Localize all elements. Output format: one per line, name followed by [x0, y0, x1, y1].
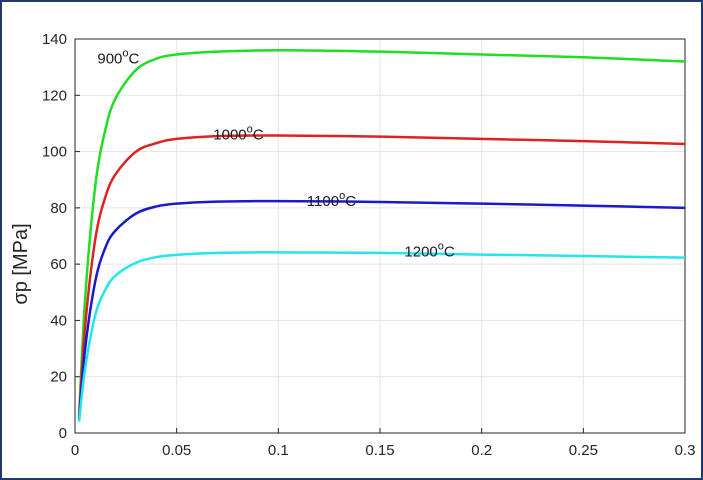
grid-lines — [74, 38, 686, 434]
y-axis-ticks: 0 20 40 60 80 100 120 140 — [42, 31, 80, 442]
series-label-1200: 1200oC — [404, 240, 455, 260]
x-tick-label: 0.3 — [675, 442, 696, 459]
series-line-900 — [77, 49, 686, 417]
series-line-1200 — [77, 251, 686, 422]
series-label-degree: o — [122, 48, 128, 60]
y-tick-label: 40 — [50, 312, 67, 329]
series-label-1100: 1100oC — [307, 190, 356, 210]
series-label-unit: C — [444, 243, 455, 260]
x-tick-label: 0.2 — [471, 442, 492, 459]
x-tick-label: 0 — [71, 442, 79, 459]
series-label-degree: o — [438, 240, 444, 252]
y-tick-label: 140 — [42, 31, 67, 48]
series-label-unit: C — [253, 127, 264, 144]
x-tick-label: 0.15 — [365, 442, 394, 459]
series-label-unit: C — [345, 193, 356, 210]
series-line-1100 — [77, 199, 686, 421]
series-label-temp: 1200 — [404, 243, 437, 260]
series-label-degree: o — [339, 190, 345, 202]
series-line-1000 — [77, 134, 686, 420]
series-label-temp: 1000 — [213, 127, 246, 144]
y-tick-label: 60 — [50, 256, 67, 273]
y-axis-label: σp [MPa] — [10, 223, 32, 304]
y-tick-label: 20 — [50, 369, 67, 386]
x-axis-ticks: 0 0.05 0.1 0.15 0.2 0.25 0.3 — [71, 428, 696, 459]
y-tick-label: 100 — [42, 144, 67, 161]
series-label-1000: 1000oC — [213, 124, 264, 144]
series-label-temp: 900 — [97, 51, 122, 68]
series-label-unit: C — [129, 51, 140, 68]
y-tick-label: 0 — [59, 425, 67, 442]
x-tick-label: 0.05 — [162, 442, 191, 459]
y-tick-label: 120 — [42, 87, 67, 104]
x-tick-label: 0.25 — [569, 442, 598, 459]
x-tick-label: 0.1 — [268, 442, 289, 459]
y-tick-label: 80 — [50, 200, 67, 217]
series-label-900: 900oC — [97, 48, 139, 68]
series-lines — [77, 49, 686, 422]
series-label-temp: 1100 — [307, 193, 339, 210]
series-label-degree: o — [247, 124, 253, 136]
